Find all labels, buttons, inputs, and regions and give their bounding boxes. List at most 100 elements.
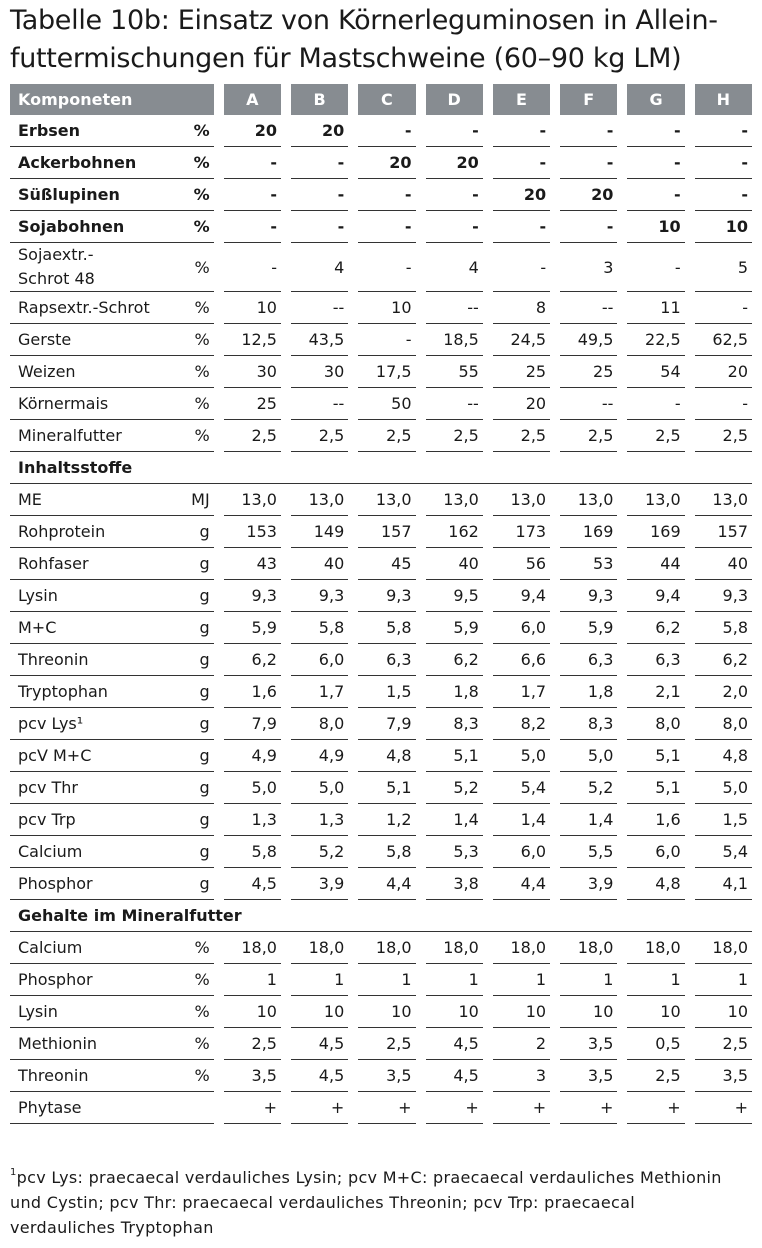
label-cell: ME MJ bbox=[10, 484, 214, 516]
label-cell: pcv Trp g bbox=[10, 804, 214, 836]
row-label: Lysin bbox=[18, 585, 58, 605]
data-row: Phytase + + + + + + + + bbox=[10, 1092, 752, 1124]
label-wrap: Gerste% bbox=[18, 328, 210, 352]
row-unit: % bbox=[194, 1002, 210, 1021]
value-cell: - bbox=[560, 147, 618, 179]
value-cell: 5,4 bbox=[492, 772, 551, 804]
data-row: pcv Lys¹ g 7,9 8,0 7,9 8,3 8,2 8,3 8,0 8,0 bbox=[10, 708, 752, 740]
value-cell: 9,3 bbox=[290, 580, 349, 612]
value-cell: 10 bbox=[223, 292, 281, 324]
value-cell: 1 bbox=[290, 964, 349, 996]
value-cell: + bbox=[694, 1092, 752, 1124]
value-cell: 9,4 bbox=[627, 580, 685, 612]
value-cell: 1 bbox=[694, 964, 752, 996]
value-cell: 20 bbox=[425, 147, 483, 179]
value-cell: 5,8 bbox=[358, 836, 416, 868]
value-cell: 1,8 bbox=[560, 676, 618, 708]
row-label: Rapsextr.-Schrot bbox=[18, 297, 150, 317]
header-cell: E bbox=[492, 84, 551, 115]
value-cell: 25 bbox=[223, 388, 281, 420]
value-cell: 2 bbox=[492, 1028, 551, 1060]
value-cell: 1,5 bbox=[694, 804, 752, 836]
data-row: Threonin% 3,5 4,5 3,5 4,5 3 3,5 2,5 3,5 bbox=[10, 1060, 752, 1092]
value-cell: 4,5 bbox=[223, 868, 281, 900]
row-unit: g bbox=[199, 522, 210, 541]
value-cell: 40 bbox=[290, 548, 349, 580]
value-cell: 18,0 bbox=[223, 932, 281, 964]
row-label: Sojaextr.- Schrot 48 bbox=[18, 245, 95, 288]
header-cell: B bbox=[290, 84, 349, 115]
value-cell: 10 bbox=[358, 292, 416, 324]
label-wrap: pcv Trp g bbox=[18, 808, 210, 832]
value-cell: 5,2 bbox=[560, 772, 618, 804]
value-cell: - bbox=[425, 179, 483, 211]
label-cell: Threonin% bbox=[10, 1060, 214, 1092]
value-cell: 25 bbox=[492, 356, 551, 388]
row-unit: % bbox=[194, 970, 210, 989]
value-cell: 6,0 bbox=[492, 612, 551, 644]
value-cell: 2,5 bbox=[560, 420, 618, 452]
value-cell: 20 bbox=[694, 356, 752, 388]
value-cell: 5,2 bbox=[425, 772, 483, 804]
value-cell: 5,9 bbox=[223, 612, 281, 644]
value-cell: -- bbox=[290, 292, 349, 324]
data-row: Mineralfutter% 2,5 2,5 2,5 2,5 2,5 2,5 2,5 2,5 bbox=[10, 420, 752, 452]
row-label: Erbsen bbox=[18, 120, 81, 140]
value-cell: - bbox=[627, 147, 685, 179]
data-row: M+C g 5,9 5,8 5,8 5,9 6,0 5,9 6,2 5,8 bbox=[10, 612, 752, 644]
value-cell: 5,1 bbox=[425, 740, 483, 772]
value-cell: - bbox=[358, 243, 416, 292]
value-cell: 6,3 bbox=[627, 644, 685, 676]
label-cell: Lysin% bbox=[10, 996, 214, 1028]
value-cell: 5,8 bbox=[358, 612, 416, 644]
label-cell: Körnermais% bbox=[10, 388, 214, 420]
value-cell: 5 bbox=[694, 243, 752, 292]
value-cell: 4,8 bbox=[694, 740, 752, 772]
row-unit: % bbox=[194, 394, 210, 413]
label-wrap: ME MJ bbox=[18, 488, 210, 512]
value-cell: + bbox=[492, 1092, 551, 1124]
data-row: Threonin g 6,2 6,0 6,3 6,2 6,6 6,3 6,3 6,2 bbox=[10, 644, 752, 676]
row-unit: % bbox=[194, 362, 210, 381]
title-line: futtermischungen für Mastschweine (60–90… bbox=[10, 43, 682, 74]
label-wrap: Phosphor g bbox=[18, 872, 210, 896]
value-cell: 5,0 bbox=[290, 772, 349, 804]
row-label: Phosphor bbox=[18, 969, 93, 989]
value-cell: 153 bbox=[223, 516, 281, 548]
value-cell: 5,1 bbox=[627, 772, 685, 804]
value-cell: + bbox=[290, 1092, 349, 1124]
label-wrap: Sojabohnen% bbox=[18, 215, 210, 239]
value-cell: 7,9 bbox=[223, 708, 281, 740]
data-row: Gerste% 12,5 43,5-18,5 24,5 49,5 22,5 62,5 bbox=[10, 324, 752, 356]
value-cell: 17,5 bbox=[358, 356, 416, 388]
value-cell: 149 bbox=[290, 516, 349, 548]
value-cell: 6,2 bbox=[425, 644, 483, 676]
value-cell: - bbox=[425, 115, 483, 147]
value-cell: 1,7 bbox=[290, 676, 349, 708]
row-unit: % bbox=[193, 217, 210, 236]
feed-table: Komponeten A B C D E F G H Erbsen% 20 20- - - - - - Acke… bbox=[0, 84, 762, 1124]
value-cell: - bbox=[290, 147, 349, 179]
row-label: Weizen bbox=[18, 361, 76, 381]
label-wrap: Threonin g bbox=[18, 648, 210, 672]
data-row: Phosphor g 4,5 3,9 4,4 3,8 4,4 3,9 4,8 4,1 bbox=[10, 868, 752, 900]
row-unit: g bbox=[199, 810, 210, 829]
label-wrap: Körnermais% bbox=[18, 392, 210, 416]
value-cell: 13,0 bbox=[627, 484, 685, 516]
value-cell: - bbox=[492, 243, 551, 292]
row-unit: g bbox=[199, 874, 210, 893]
value-cell: 43,5 bbox=[290, 324, 349, 356]
value-cell: 20 bbox=[492, 388, 551, 420]
label-cell: Phytase bbox=[10, 1092, 214, 1124]
header-cell: G bbox=[627, 84, 685, 115]
label-cell: Sojabohnen% bbox=[10, 211, 214, 243]
value-cell: - bbox=[425, 211, 483, 243]
value-cell: - bbox=[223, 179, 281, 211]
label-wrap: Lysin% bbox=[18, 1000, 210, 1024]
row-unit: % bbox=[194, 938, 210, 957]
row-label: M+C bbox=[18, 617, 57, 637]
value-cell: 6,3 bbox=[560, 644, 618, 676]
value-cell: -- bbox=[560, 388, 618, 420]
data-row: Sojaextr.- Schrot 48% -4-4-3-5 bbox=[10, 243, 752, 292]
value-cell: 9,3 bbox=[223, 580, 281, 612]
